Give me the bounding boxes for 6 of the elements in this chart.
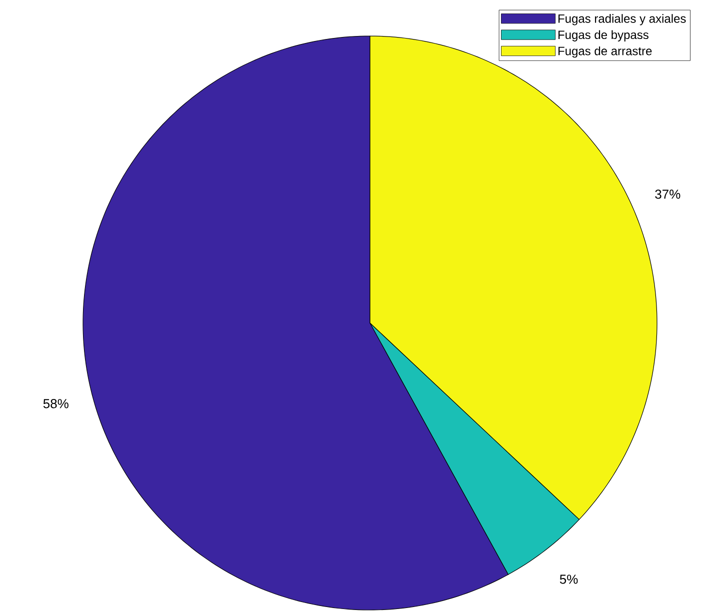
data-label: 5% bbox=[560, 574, 578, 584]
legend-label: Fugas radiales y axiales bbox=[558, 14, 686, 26]
legend-label: Fugas de bypass bbox=[558, 30, 648, 42]
data-label: 58% bbox=[43, 399, 68, 408]
data-label: 37% bbox=[655, 190, 680, 199]
legend-label: Fugas de arrastre bbox=[558, 46, 652, 58]
